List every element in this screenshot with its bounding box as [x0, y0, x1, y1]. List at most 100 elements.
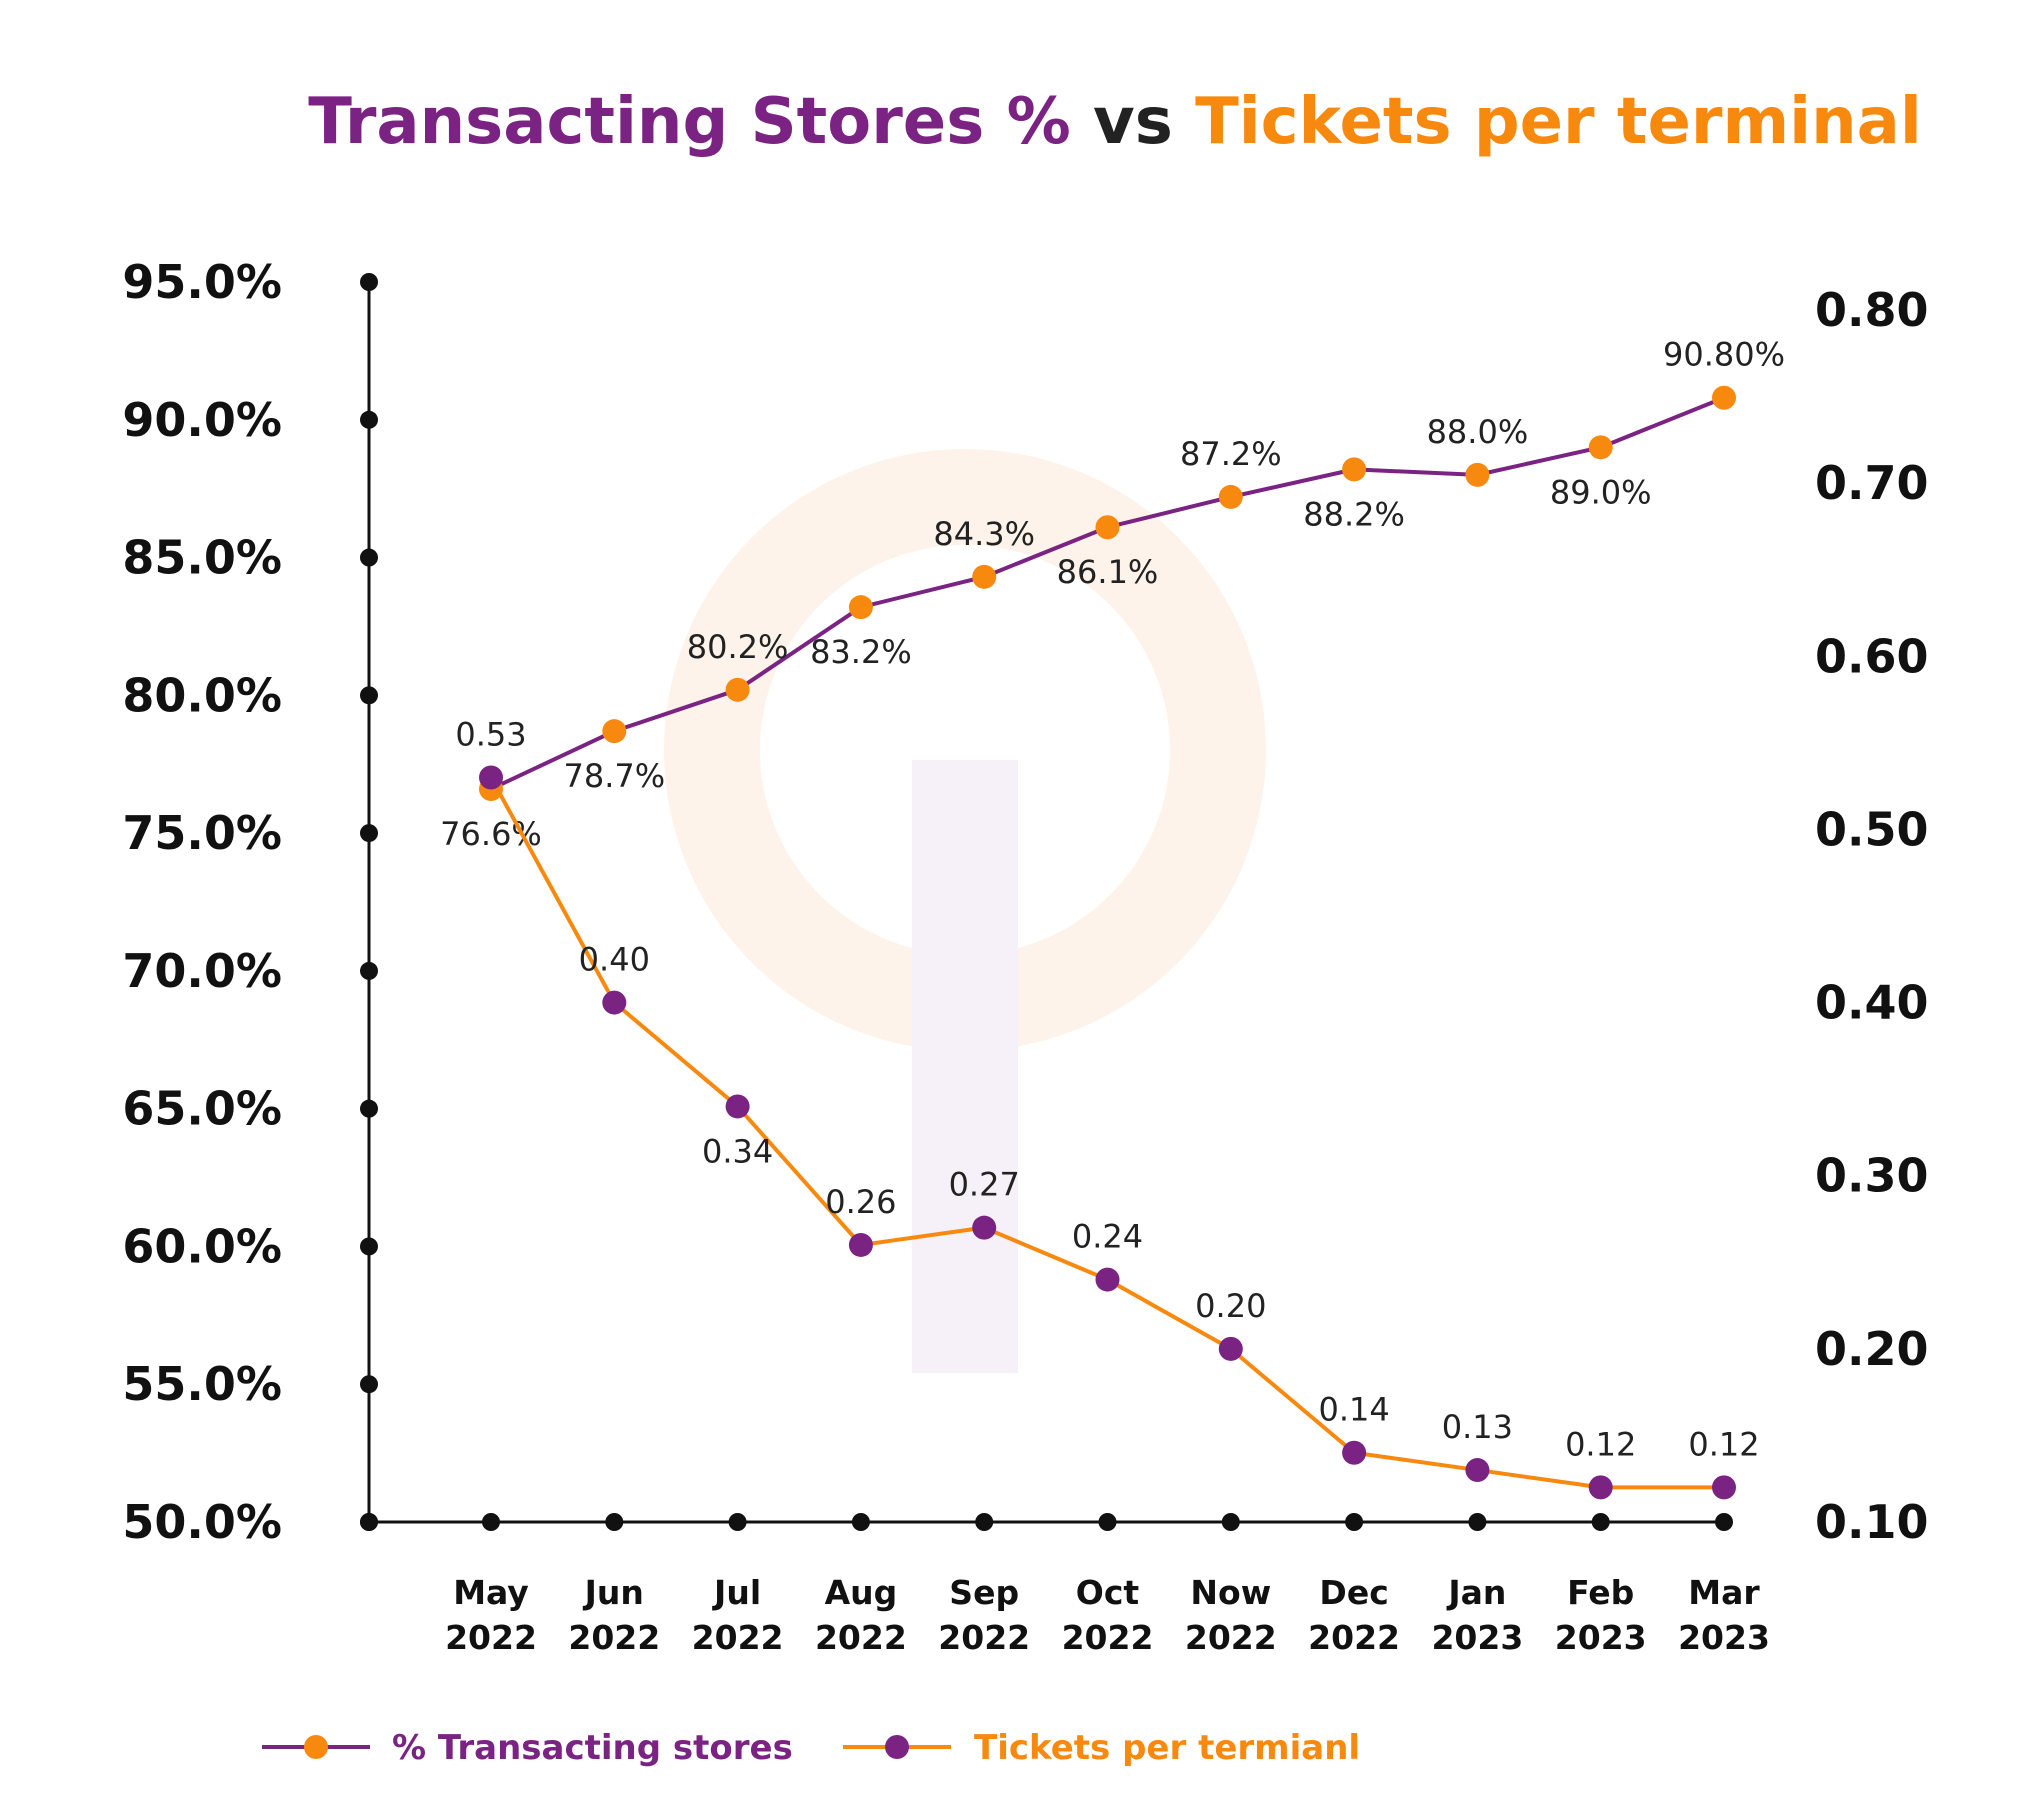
x-axis-tick-dot: [605, 1513, 624, 1531]
left-axis-tick-dot: [360, 824, 378, 843]
x-axis-month-label: Mar: [1688, 1573, 1760, 1612]
data-label: 83.2%: [810, 633, 912, 671]
x-axis-tick-dot: [728, 1513, 747, 1531]
data-label: 0.26: [825, 1183, 896, 1221]
x-axis-ticks: May 2022 Jun 2022 Jul 2022 Aug 2022 Sep 2022 Oct 20…: [360, 1513, 1770, 1657]
x-axis-year-label: 2022: [1308, 1618, 1400, 1657]
data-point: [602, 719, 627, 744]
data-label: 0.12: [1688, 1425, 1759, 1463]
left-axis-ticks: 50.0% 55.0% 60.0% 65.0% 70.0% 75.0% 80.0% 85.0%…: [122, 255, 378, 1549]
data-label: 84.3%: [933, 515, 1035, 553]
x-axis-year-label: 2022: [938, 1618, 1030, 1657]
x-axis-month-label: Now: [1190, 1573, 1271, 1612]
x-axis-month-label: Feb: [1567, 1573, 1634, 1612]
left-axis-tick-label: 65.0%: [122, 1082, 282, 1136]
x-axis-year-label: 2022: [1062, 1618, 1154, 1657]
x-axis-year-label: 2023: [1678, 1618, 1770, 1657]
legend-label-transacting: % Transacting stores: [392, 1728, 793, 1768]
data-label: 88.2%: [1303, 495, 1405, 533]
data-point: [848, 1232, 873, 1257]
data-point: [1095, 1267, 1120, 1292]
data-point: [1712, 1475, 1736, 1500]
data-point: [1588, 1475, 1613, 1500]
x-axis-tick-dot: [975, 1513, 994, 1531]
x-axis-tick-dot: [482, 1513, 500, 1531]
data-point: [725, 1094, 750, 1119]
x-axis-tick-dot: [1715, 1513, 1733, 1531]
legend-item-transacting: % Transacting stores: [262, 1728, 793, 1768]
watermark-bar: [912, 760, 1018, 1373]
left-axis-tick-dot: [360, 1375, 378, 1394]
legend-marker-tickets: [885, 1735, 909, 1759]
title-part-tickets: Tickets per terminal: [1195, 85, 1922, 159]
x-axis-tick-dot: [1591, 1513, 1610, 1531]
data-point: [1342, 457, 1367, 482]
data-label: 80.2%: [687, 628, 789, 666]
data-label: 90.80%: [1663, 336, 1785, 374]
x-axis-month-label: May: [453, 1573, 529, 1612]
left-axis-tick-dot: [360, 548, 378, 567]
left-axis-tick-dot: [360, 410, 378, 429]
data-label: 0.14: [1318, 1391, 1389, 1429]
x-axis-month-label: Jan: [1446, 1573, 1506, 1612]
legend-item-tickets: Tickets per termianl: [843, 1728, 1360, 1768]
x-axis-year-label: 2022: [1185, 1618, 1277, 1657]
data-label: 86.1%: [1057, 553, 1159, 591]
data-label: 0.34: [702, 1132, 773, 1170]
data-point: [1218, 1336, 1243, 1361]
left-axis-tick-dot: [360, 1237, 378, 1256]
x-axis-month-label: Aug: [825, 1573, 898, 1612]
data-point: [602, 990, 627, 1015]
x-axis-year-label: 2023: [1431, 1618, 1523, 1657]
data-point: [1465, 1458, 1490, 1483]
chart-title: Transacting Stores % vs Tickets per term…: [308, 85, 1922, 159]
left-axis-tick-dot: [360, 273, 378, 291]
data-label: 0.12: [1565, 1425, 1636, 1463]
x-axis-month-label: Jun: [583, 1573, 644, 1612]
data-point: [1712, 385, 1736, 410]
data-point: [972, 1215, 997, 1240]
series-tickets-per-terminal: 0.53 0.40 0.34 0.26 0.27 0.24 0.20 0.14 0.13 0.12…: [455, 715, 1760, 1500]
data-point: [1095, 515, 1120, 540]
data-label: 89.0%: [1550, 473, 1652, 511]
data-label: 78.7%: [563, 757, 665, 795]
right-axis-ticks: 0.10 0.20 0.30 0.40 0.50 0.60 0.70 0.80: [1815, 283, 1929, 1549]
data-point: [848, 595, 873, 620]
right-axis-tick-label: 0.30: [1815, 1149, 1929, 1203]
left-axis-tick-label: 95.0%: [122, 255, 282, 309]
series-line: [489, 776, 1724, 1490]
data-point: [972, 564, 997, 589]
data-point: [1218, 484, 1243, 509]
series-layer: 76.6% 78.7% 80.2% 83.2% 84.3% 86.1% 87.2% 88.2%…: [440, 336, 1785, 1500]
x-axis-year-label: 2022: [815, 1618, 907, 1657]
left-axis-tick-label: 85.0%: [122, 531, 282, 585]
left-axis-tick-label: 75.0%: [122, 806, 282, 860]
left-axis-tick-dot: [360, 961, 378, 980]
x-axis-year-label: 2023: [1555, 1618, 1647, 1657]
x-axis-month-label: Jul: [712, 1573, 761, 1612]
left-axis-tick-label: 70.0%: [122, 944, 282, 998]
data-label: 0.24: [1072, 1218, 1143, 1256]
x-axis-year-label: 2022: [568, 1618, 660, 1657]
left-axis-tick-dot: [360, 686, 378, 705]
left-axis-tick-label: 60.0%: [122, 1219, 282, 1273]
x-axis-origin-dot: [360, 1513, 378, 1531]
x-axis-tick-dot: [1345, 1513, 1364, 1531]
data-label: 87.2%: [1180, 435, 1282, 473]
right-axis-tick-label: 0.40: [1815, 976, 1929, 1030]
title-part-vs: vs: [1093, 85, 1173, 159]
legend-marker-transacting: [304, 1735, 328, 1759]
left-axis-tick-dot: [360, 1099, 378, 1118]
right-axis-tick-label: 0.10: [1815, 1495, 1929, 1549]
data-point: [1342, 1440, 1367, 1465]
x-axis-month-label: Oct: [1076, 1573, 1140, 1612]
right-axis-tick-label: 0.80: [1815, 283, 1929, 337]
x-axis-month-label: Dec: [1319, 1573, 1388, 1612]
data-label: 76.6%: [440, 815, 542, 853]
data-point: [479, 765, 503, 790]
data-point: [1588, 435, 1613, 460]
data-label: 0.13: [1442, 1408, 1513, 1446]
x-axis-month-label: Sep: [949, 1573, 1019, 1612]
